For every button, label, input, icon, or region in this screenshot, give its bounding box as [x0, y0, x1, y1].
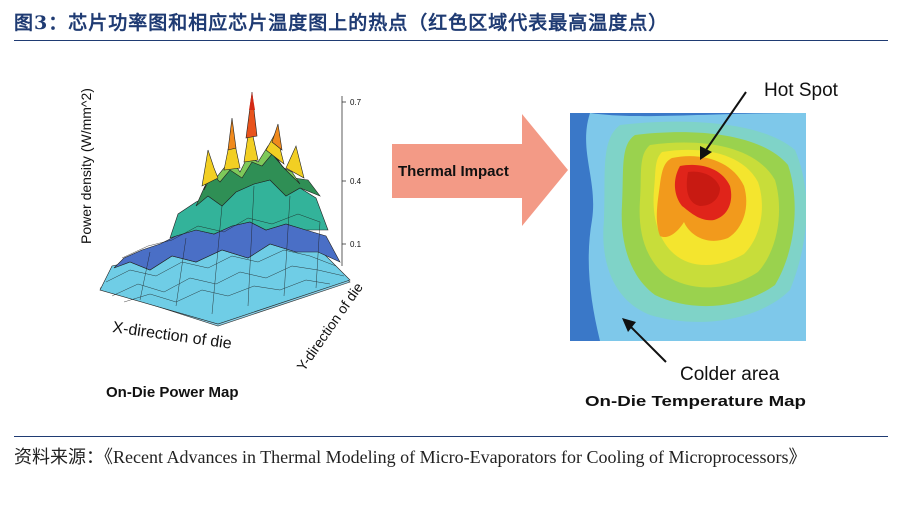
power-map-surface: [99, 91, 351, 327]
hot-spot-pointer: [700, 91, 747, 160]
source-rule: [14, 436, 888, 437]
title-rule: [14, 40, 888, 41]
z-axis-label: Power density (W/mm^2): [78, 88, 94, 244]
temperature-map: [570, 113, 806, 341]
temperature-map-caption: On-Die Temperature Map: [585, 393, 806, 410]
z-tick-label: 0.1: [350, 240, 362, 249]
z-tick-label: 0.4: [350, 177, 362, 186]
power-map-caption: On-Die Power Map: [106, 384, 239, 401]
hot-spot-label: Hot Spot: [764, 80, 839, 101]
z-tick-label: 0.7: [350, 98, 362, 107]
figure-title: 图3：芯片功率图和相应芯片温度图上的热点（红色区域代表最高温度点）: [14, 12, 669, 34]
colder-area-pointer: [622, 318, 667, 363]
thermal-impact-arrow: [392, 114, 568, 226]
thermal-impact-label: Thermal Impact: [398, 163, 509, 180]
colder-area-label: Colder area: [680, 364, 780, 385]
source-citation: 资料来源：《Recent Advances in Thermal Modelin…: [14, 447, 807, 467]
